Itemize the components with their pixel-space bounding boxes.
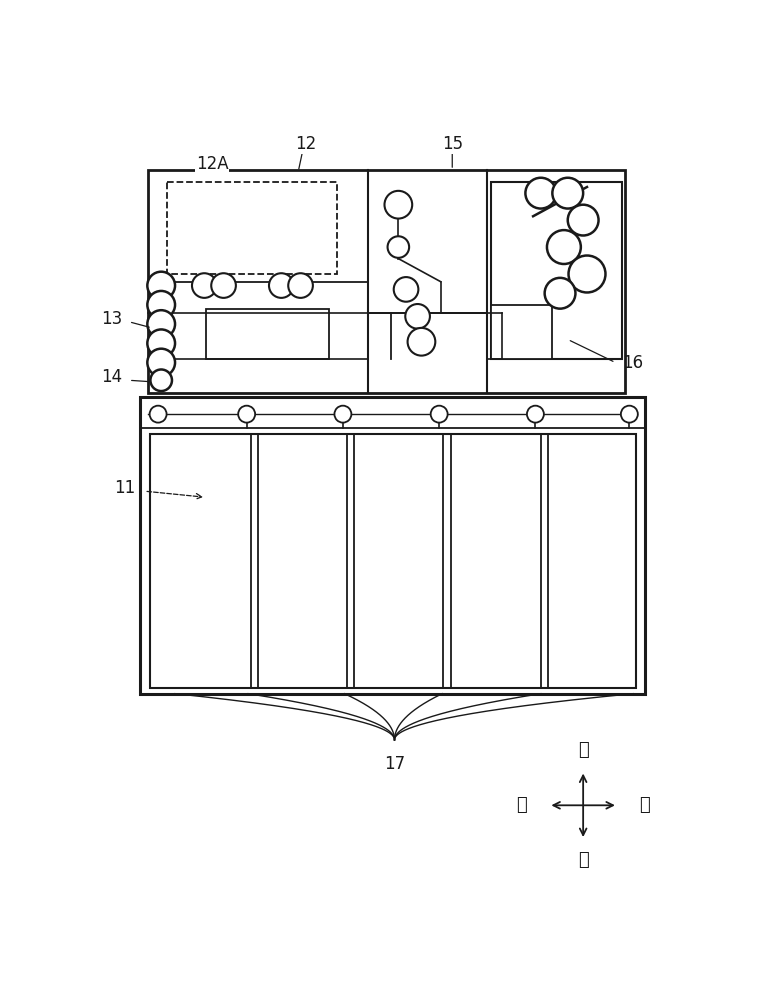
Circle shape (405, 304, 430, 329)
Circle shape (621, 406, 638, 423)
Text: 16: 16 (621, 354, 643, 372)
Circle shape (388, 236, 409, 258)
Circle shape (150, 406, 167, 423)
Text: 12A: 12A (195, 155, 228, 173)
Bar (206, 309, 329, 359)
Circle shape (151, 369, 172, 391)
Circle shape (568, 256, 605, 292)
Text: 17: 17 (384, 755, 405, 773)
Text: 下: 下 (578, 852, 588, 869)
Text: 上: 上 (578, 741, 588, 759)
Circle shape (148, 272, 175, 299)
Circle shape (431, 406, 448, 423)
Circle shape (552, 178, 583, 209)
Circle shape (269, 273, 294, 298)
Circle shape (527, 406, 544, 423)
Bar (141, 397, 644, 694)
Circle shape (335, 406, 351, 423)
Text: 13: 13 (102, 310, 123, 328)
Bar (168, 182, 337, 274)
Text: 15: 15 (441, 135, 463, 153)
Circle shape (288, 273, 313, 298)
Circle shape (408, 328, 435, 356)
Text: 11: 11 (114, 479, 135, 497)
Circle shape (568, 205, 598, 235)
Circle shape (192, 273, 217, 298)
Bar (491, 182, 621, 359)
Circle shape (148, 291, 175, 319)
Bar (148, 170, 625, 393)
Bar (491, 305, 552, 359)
Text: 前: 前 (516, 796, 527, 814)
Bar (151, 434, 635, 688)
Circle shape (544, 278, 575, 309)
Circle shape (384, 191, 412, 219)
Circle shape (238, 406, 255, 423)
Circle shape (547, 230, 581, 264)
Text: 12: 12 (295, 135, 317, 153)
Circle shape (525, 178, 556, 209)
Circle shape (148, 310, 175, 338)
Text: 14: 14 (102, 368, 123, 386)
Circle shape (148, 349, 175, 376)
Circle shape (211, 273, 236, 298)
Circle shape (394, 277, 418, 302)
Circle shape (148, 329, 175, 357)
Text: 后: 后 (639, 796, 650, 814)
